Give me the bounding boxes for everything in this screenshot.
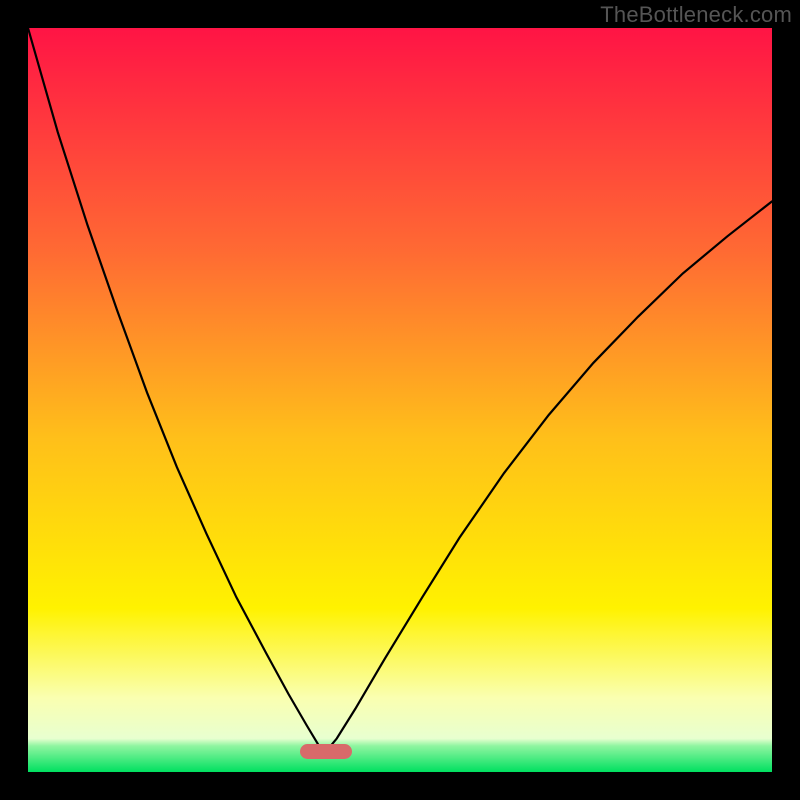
curve-left-branch	[28, 28, 326, 752]
plot-area	[28, 28, 772, 772]
watermark-text: TheBottleneck.com	[600, 2, 792, 28]
chart-frame: TheBottleneck.com	[0, 0, 800, 800]
curve-right-branch	[326, 201, 772, 752]
curve-layer	[28, 28, 772, 772]
valley-marker-pill	[300, 744, 352, 759]
